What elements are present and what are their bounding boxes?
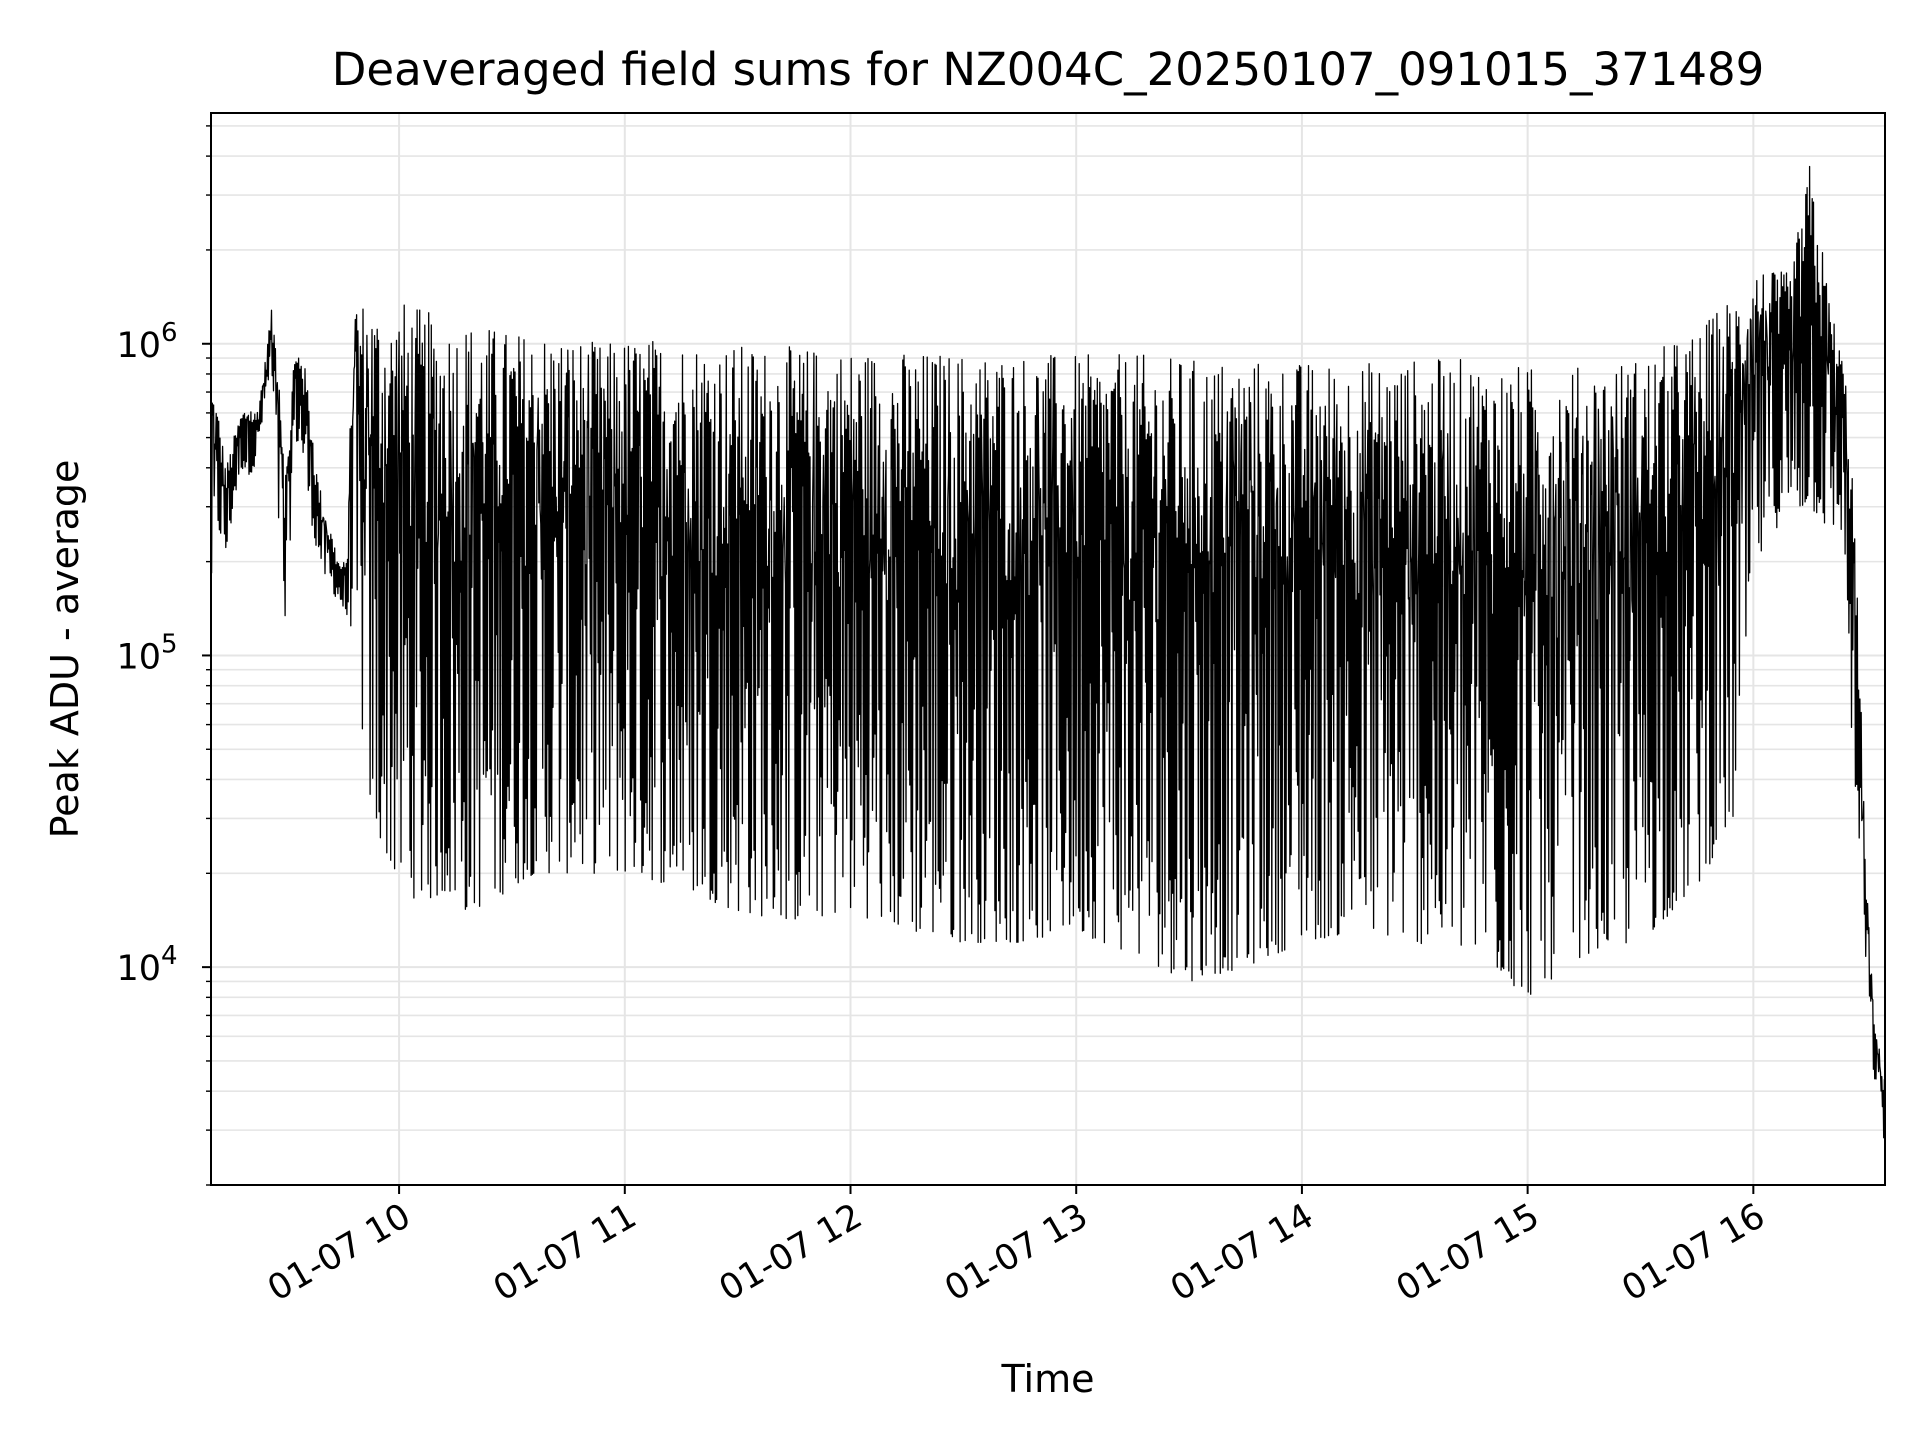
y-axis-label: Peak ADU - average <box>43 460 87 839</box>
y-axis: 104 105 106 <box>116 125 211 1186</box>
plot-area <box>210 165 1886 1139</box>
x-axis-label: Time <box>1001 1357 1095 1401</box>
series-line <box>210 165 1886 1139</box>
y-tick-label: 106 <box>116 318 177 366</box>
chart-title: Deaveraged field sums for NZ004C_2025010… <box>332 43 1764 96</box>
y-tick-label: 104 <box>116 941 177 989</box>
y-tick-label: 105 <box>116 629 177 677</box>
plot-frame <box>210 112 1886 1186</box>
